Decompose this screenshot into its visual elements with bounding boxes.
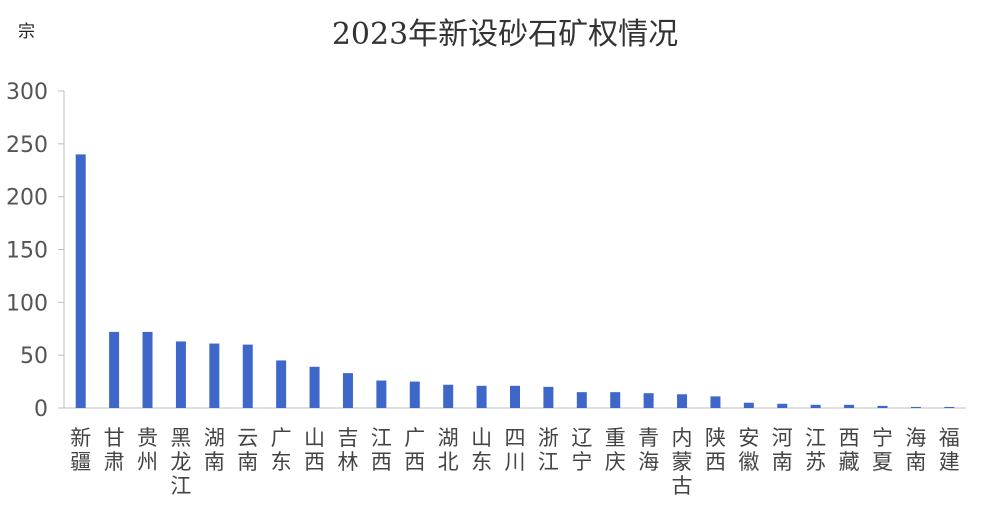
bar — [276, 360, 287, 408]
x-tick-label: 广东 — [271, 426, 292, 474]
bar — [376, 380, 387, 408]
x-tick-label: 吉林 — [337, 426, 358, 474]
x-tick-label: 浙江 — [538, 426, 559, 474]
bar — [510, 385, 520, 408]
bar — [109, 331, 120, 408]
x-tick-label: 福建 — [939, 426, 960, 474]
x-tick-label: 河南 — [772, 426, 793, 474]
x-tick-label: 山西 — [304, 426, 325, 474]
x-tick-label: 黑龙江 — [170, 426, 191, 498]
bar — [910, 406, 921, 408]
x-tick-label: 安徽 — [738, 426, 759, 474]
x-tick-label: 新疆 — [70, 426, 91, 474]
y-tick-label: 50 — [20, 344, 48, 369]
x-tick-label: 宁夏 — [872, 426, 893, 474]
x-tick-label: 甘肃 — [104, 426, 125, 474]
x-tick-label: 四川 — [505, 426, 526, 474]
bar — [743, 402, 754, 408]
x-tick-label: 青海 — [638, 426, 659, 474]
bar — [543, 386, 554, 408]
y-tick-label: 100 — [6, 291, 48, 316]
bar — [409, 381, 420, 408]
bar — [844, 404, 855, 408]
x-tick-label: 贵州 — [137, 426, 158, 474]
x-tick-label: 云南 — [237, 426, 258, 474]
x-tick-label: 重庆 — [605, 426, 626, 474]
bar — [576, 392, 587, 408]
x-tick-label: 陕西 — [705, 426, 726, 474]
y-axis-unit-label: 宗 — [18, 22, 35, 42]
bar — [643, 393, 654, 408]
bar — [777, 403, 788, 408]
bar — [342, 373, 353, 408]
x-tick-label: 湖北 — [438, 426, 459, 474]
y-tick-label: 300 — [6, 80, 48, 105]
bar — [175, 341, 186, 408]
y-tick-label: 250 — [6, 133, 48, 158]
chart-title: 2023年新设砂石矿权情况 — [332, 17, 678, 52]
bar — [75, 154, 86, 408]
bar — [142, 331, 153, 408]
y-tick-label: 0 — [34, 397, 48, 422]
bar — [309, 366, 320, 408]
y-tick-label: 200 — [6, 186, 48, 211]
x-tick-label: 辽宁 — [571, 426, 592, 474]
x-tick-label: 江苏 — [805, 426, 826, 474]
bar — [242, 344, 253, 408]
x-tick-label: 江西 — [371, 426, 392, 474]
bar — [710, 396, 721, 408]
bar — [944, 406, 955, 408]
y-tick-label: 150 — [6, 239, 48, 264]
bars — [75, 154, 955, 408]
x-tick-label: 山东 — [471, 426, 492, 474]
bar — [810, 404, 821, 408]
x-tick-label: 西藏 — [839, 426, 860, 474]
x-tick-label: 广西 — [404, 426, 425, 474]
bar — [443, 384, 454, 408]
x-tick-label: 海南 — [905, 426, 926, 474]
bar — [677, 394, 688, 408]
x-axis-labels: 新疆甘肃贵州黑龙江湖南云南广东山西吉林江西广西湖北山东四川浙江辽宁重庆青海内蒙古… — [70, 426, 960, 498]
bar — [209, 343, 220, 408]
bar — [610, 392, 621, 408]
x-tick-label: 湖南 — [204, 426, 225, 474]
x-tick-label: 内蒙古 — [672, 426, 693, 498]
bar — [476, 385, 487, 408]
bar — [877, 405, 888, 408]
